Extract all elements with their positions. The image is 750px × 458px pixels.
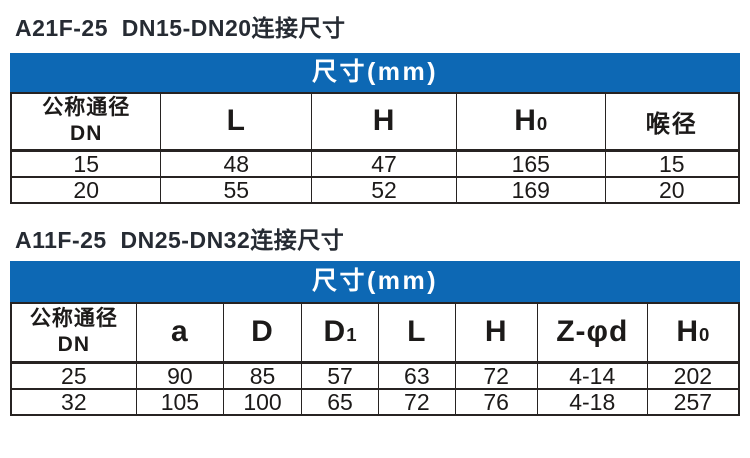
column-header: Z-φd <box>536 301 648 364</box>
page: A21F-25 DN15-DN20连接尺寸 尺寸(mm) 公称通径 DN L H H0… <box>0 15 750 416</box>
dimension-cell: 48 <box>160 149 313 178</box>
dimension-cell: 32 <box>10 388 137 416</box>
dimension-cell: 90 <box>135 361 225 390</box>
column-header-label: L <box>226 104 246 138</box>
dimension-cell: 47 <box>311 149 457 178</box>
dimension-cell: 4-18 <box>536 388 648 416</box>
dimension-cell: 57 <box>300 361 380 390</box>
dimensions-table-dn25-dn32: 公称通径 DN a D D1 L H Z-φd H0 25 90 85 57 63 72 4-14 202 32… <box>10 301 740 416</box>
column-header-label: H <box>372 104 396 138</box>
column-header: D <box>223 301 302 364</box>
dimension-cell: 202 <box>646 361 740 390</box>
dimension-cell: 257 <box>646 388 740 416</box>
column-header-subscript: 1 <box>346 324 357 346</box>
data-row: 15 48 47 165 15 <box>10 149 740 178</box>
data-row: 25 90 85 57 63 72 4-14 202 <box>10 361 740 390</box>
dimension-cell: 85 <box>223 361 302 390</box>
size-mm-header-bar: 尺寸(mm) <box>10 53 740 92</box>
column-header-label: 公称通径 DN <box>42 96 131 146</box>
column-header: H0 <box>456 92 606 152</box>
dimension-cell: 100 <box>223 388 302 416</box>
column-header: 公称通径 DN <box>10 301 137 364</box>
column-header: D1 <box>300 301 380 364</box>
column-header: H <box>454 301 538 364</box>
dimension-cell: 15 <box>604 149 740 178</box>
dimension-cell: 65 <box>300 388 380 416</box>
header-row: 公称通径 DN a D D1 L H Z-φd H0 <box>10 301 740 364</box>
column-header: H <box>311 92 457 152</box>
column-header-label: a <box>171 315 189 349</box>
column-header-label: 公称通径 DN <box>29 307 118 357</box>
column-header-subscript: 0 <box>536 113 548 135</box>
column-header-label: Z-φd <box>556 315 629 349</box>
column-header-label: H <box>676 315 700 349</box>
data-row: 20 55 52 169 20 <box>10 175 740 204</box>
dimensions-table-dn15-dn20: 公称通径 DN L H H0 喉径 15 48 47 165 15 20 55 52 169 20 <box>10 92 740 204</box>
column-header: 公称通径 DN <box>10 92 162 152</box>
column-header-subscript: 0 <box>699 324 710 346</box>
dimension-cell: 55 <box>160 175 313 204</box>
section-title-a21f: A21F-25 DN15-DN20连接尺寸 <box>15 15 346 41</box>
dimension-cell: 72 <box>454 361 538 390</box>
section-a11f-25: A11F-25 DN25-DN32连接尺寸 尺寸(mm) 公称通径 DN a D D1… <box>10 226 740 416</box>
dimension-cell: 72 <box>378 388 456 416</box>
dimension-cell: 15 <box>10 149 162 178</box>
dimension-cell: 20 <box>604 175 740 204</box>
dimension-cell: 4-14 <box>536 361 648 390</box>
dimension-cell: 105 <box>135 388 225 416</box>
column-header: L <box>378 301 456 364</box>
dimension-cell: 25 <box>10 361 137 390</box>
column-header-label: L <box>407 315 427 349</box>
column-header: a <box>135 301 225 364</box>
column-header: 喉径 <box>604 92 740 152</box>
dimension-cell: 63 <box>378 361 456 390</box>
column-header-label: D <box>251 315 274 349</box>
column-header: L <box>160 92 313 152</box>
dimension-cell: 76 <box>454 388 538 416</box>
column-header-label: 喉径 <box>645 110 698 138</box>
data-row: 32 105 100 65 72 76 4-18 257 <box>10 388 740 416</box>
column-header-label: D <box>323 315 347 349</box>
dimension-cell: 165 <box>456 149 606 178</box>
column-header: H0 <box>646 301 740 364</box>
size-mm-header-bar: 尺寸(mm) <box>10 260 740 302</box>
header-row: 公称通径 DN L H H0 喉径 <box>10 92 740 152</box>
dimension-cell: 20 <box>10 175 162 204</box>
dimension-cell: 52 <box>311 175 457 204</box>
section-title-a11f: A11F-25 DN25-DN32连接尺寸 <box>15 226 345 253</box>
dimension-cell: 169 <box>456 175 606 204</box>
column-header-label: H <box>484 315 508 349</box>
column-header-label: H <box>514 104 537 138</box>
section-a21f-25: A21F-25 DN15-DN20连接尺寸 尺寸(mm) 公称通径 DN L H H0… <box>10 15 740 204</box>
